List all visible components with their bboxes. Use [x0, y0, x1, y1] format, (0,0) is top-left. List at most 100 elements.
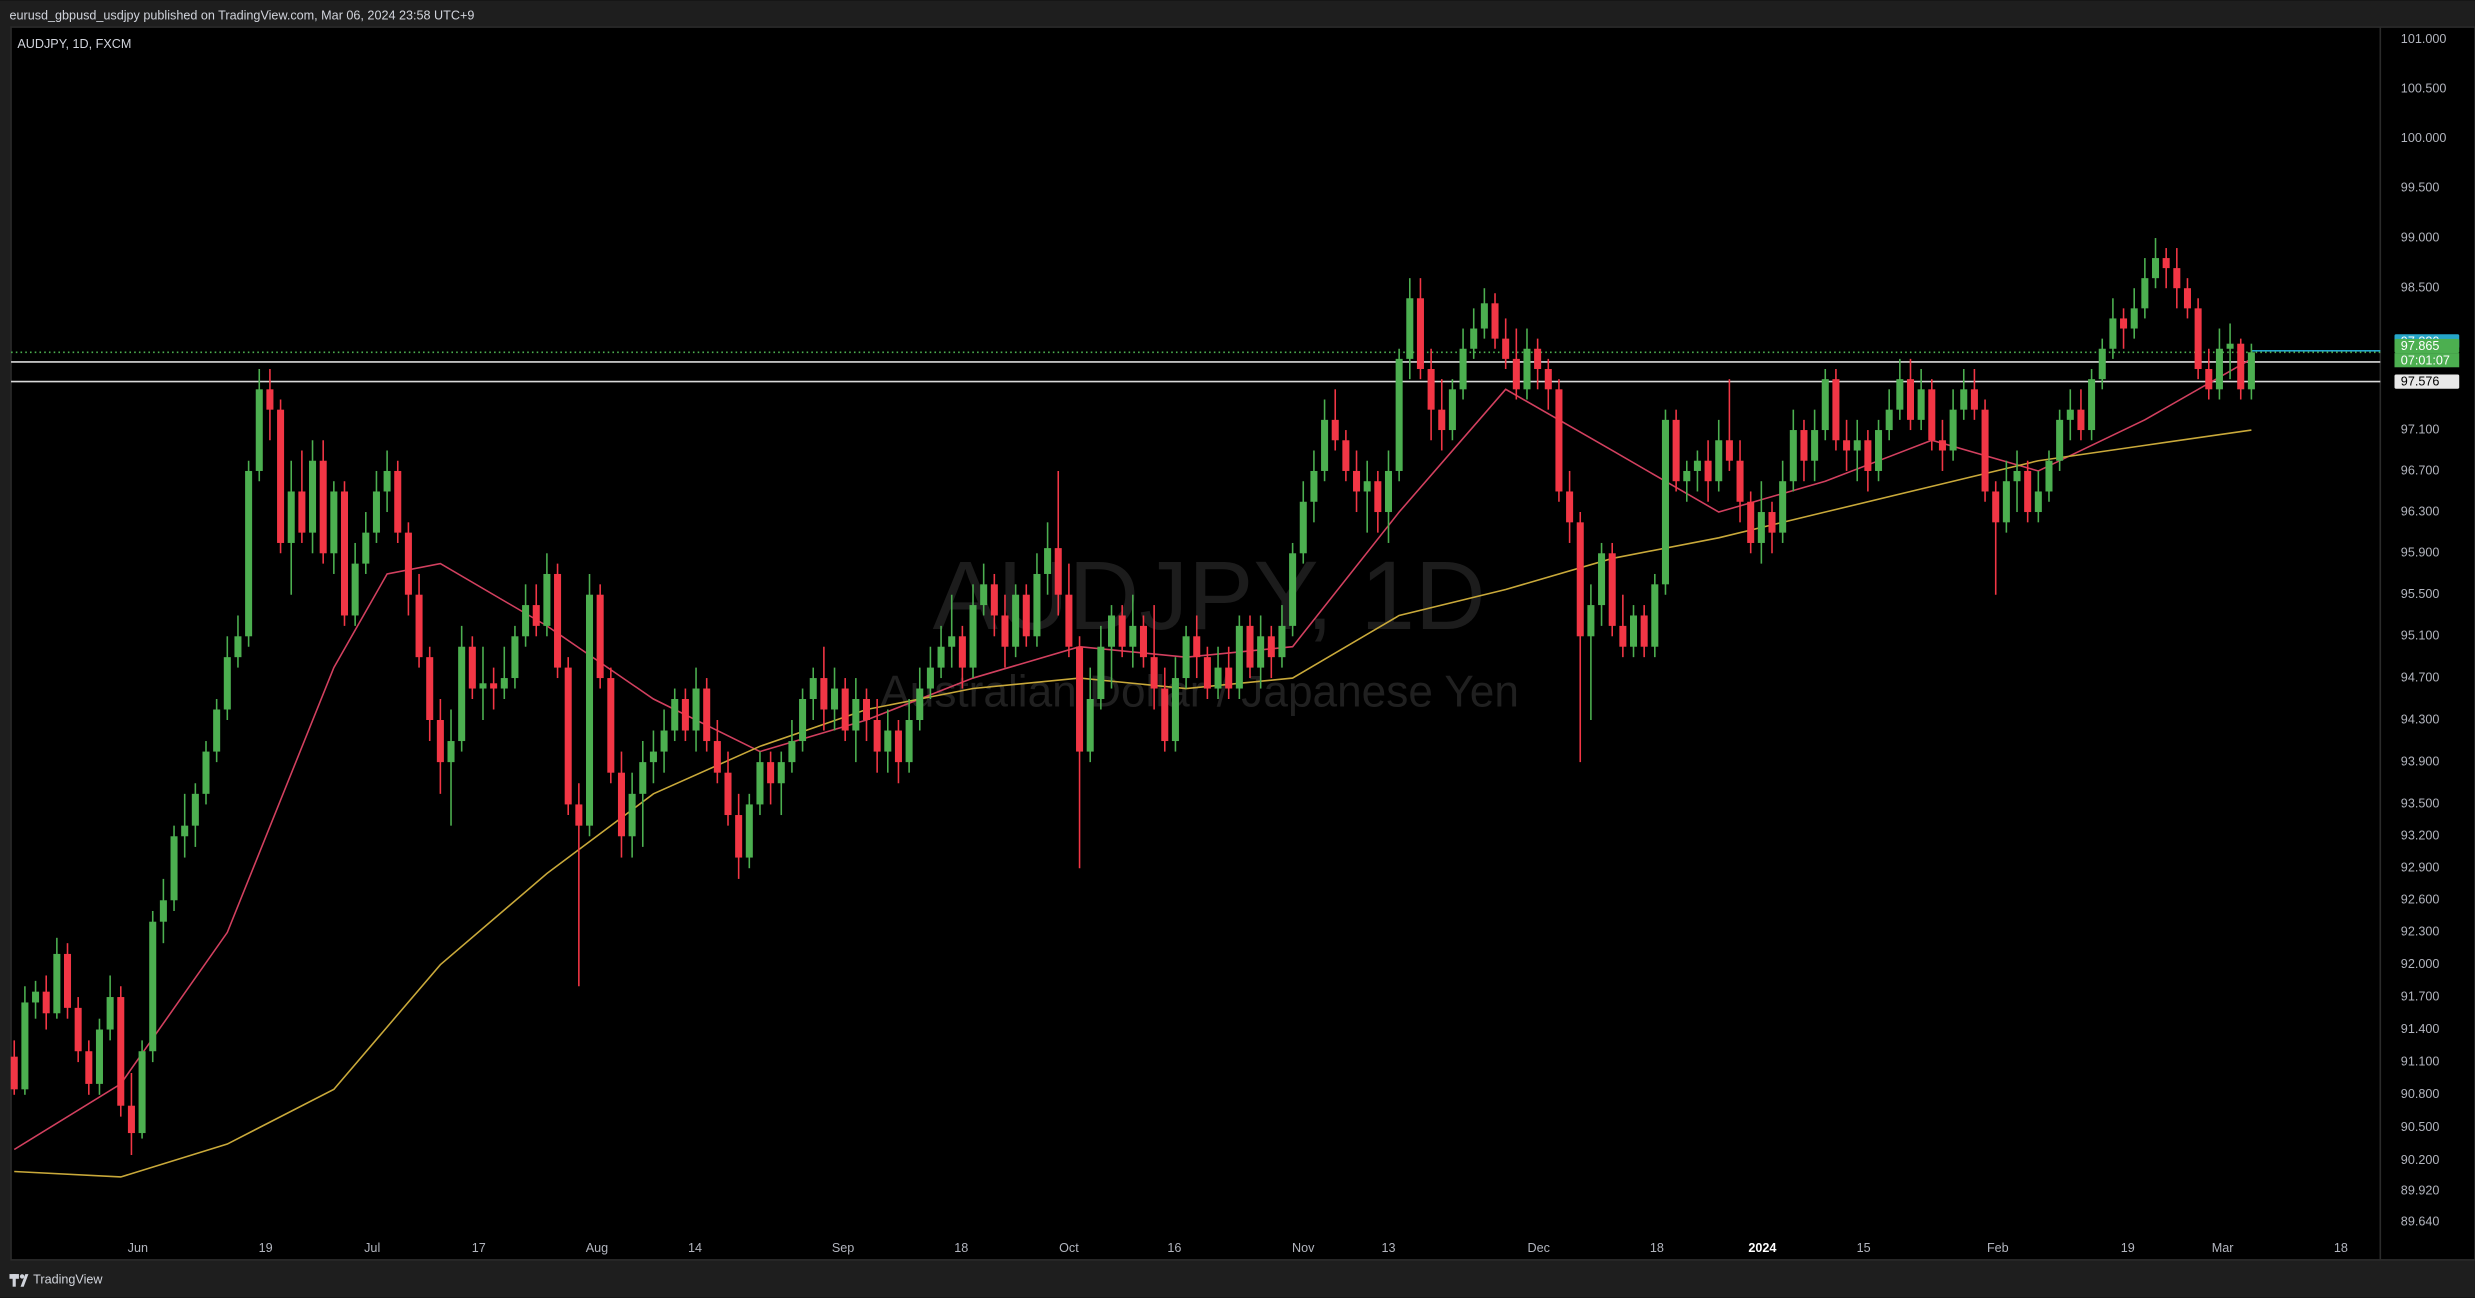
candle-body	[255, 389, 263, 471]
x-tick-label: Jul	[364, 1241, 380, 1255]
candle-body	[1012, 594, 1020, 647]
candle-body	[735, 815, 743, 858]
candle-body	[1896, 379, 1904, 410]
candle-body	[2141, 278, 2149, 309]
candle-body	[575, 804, 583, 826]
y-tick-label: 95.900	[2401, 546, 2440, 560]
candle-body	[2034, 491, 2042, 513]
y-tick-label: 90.200	[2401, 1153, 2440, 1167]
candle-body	[1960, 389, 1968, 410]
candle-body	[724, 772, 732, 816]
candle-body	[191, 793, 199, 826]
x-tick-label: 15	[1857, 1241, 1871, 1255]
x-tick-label: 13	[1381, 1241, 1395, 1255]
candle-body	[1715, 440, 1723, 482]
candle-body	[1054, 548, 1062, 595]
candle-body	[788, 741, 796, 763]
x-tick-label: 19	[2121, 1241, 2135, 1255]
candle-body	[809, 678, 817, 700]
candle-body	[1246, 625, 1254, 668]
y-tick-label: 93.900	[2401, 754, 2440, 768]
y-tick-label: 100.500	[2401, 81, 2447, 95]
y-tick-label: 92.600	[2401, 893, 2440, 907]
candle-body	[1171, 678, 1179, 742]
brand-logo	[9, 1274, 29, 1287]
candle-body	[309, 460, 317, 533]
candle-body	[1363, 481, 1371, 492]
x-tick-label: Sep	[832, 1241, 854, 1255]
candle-body	[1118, 615, 1126, 647]
y-tick-label: 89.640	[2401, 1215, 2440, 1229]
y-tick-label: 93.200	[2401, 829, 2440, 843]
candle-body	[1150, 657, 1158, 689]
candle-body	[223, 657, 231, 710]
countdown-label: 07:01:07	[2401, 353, 2450, 367]
candle-body	[585, 594, 594, 826]
candle-body	[2120, 318, 2128, 329]
candle-body	[1001, 615, 1009, 647]
y-tick-label: 95.500	[2401, 587, 2440, 601]
candle-body	[1427, 369, 1435, 410]
candle-body	[831, 688, 839, 710]
candle-body	[1182, 636, 1190, 679]
candle-body	[2088, 379, 2096, 431]
candle-body	[1672, 419, 1680, 482]
candle-body	[277, 409, 285, 543]
candle-body	[1992, 491, 2000, 523]
candle-body	[1502, 338, 1510, 359]
candle-body	[319, 460, 327, 554]
candle-body	[2247, 352, 2255, 390]
candle-body	[2151, 258, 2160, 279]
candle-body	[117, 997, 125, 1106]
candle-body	[1161, 688, 1169, 742]
candle-body	[1843, 440, 1851, 451]
candle-body	[543, 573, 551, 626]
y-tick-label: 91.100	[2401, 1054, 2440, 1068]
candle-body	[1938, 440, 1946, 451]
y-tick-label: 91.700	[2401, 989, 2440, 1003]
candle-body	[1917, 389, 1925, 420]
candle-body	[1374, 481, 1382, 513]
candle-body	[564, 667, 572, 805]
candle-body	[926, 667, 934, 689]
y-tick-label: 91.400	[2401, 1022, 2440, 1036]
candle-body	[1523, 348, 1531, 390]
candle-body	[617, 772, 625, 837]
candle-body	[1289, 553, 1297, 626]
candle-body	[383, 470, 391, 492]
y-tick-label: 93.500	[2401, 797, 2440, 811]
candle-body	[1629, 615, 1638, 647]
candle-body	[522, 605, 530, 637]
candle-body	[2173, 268, 2181, 289]
candle-body	[1779, 481, 1787, 533]
candle-body	[1811, 430, 1819, 461]
candle-body	[138, 1051, 146, 1134]
candle-body	[1587, 605, 1595, 637]
candle-body	[1139, 625, 1147, 658]
candle-body	[948, 636, 956, 647]
candle-body	[2226, 343, 2234, 349]
candle-body	[1853, 440, 1861, 451]
candle-body	[1193, 636, 1201, 658]
candle-body	[85, 1051, 93, 1084]
candle-body	[1310, 470, 1318, 502]
candle-body	[532, 605, 540, 626]
candle-body	[713, 741, 721, 773]
x-tick-label: Oct	[1059, 1241, 1079, 1255]
header: eurusd_gbpusd_usdjpy published on Tradin…	[9, 8, 474, 22]
candle-body	[1800, 430, 1808, 461]
x-tick-label: Dec	[1527, 1241, 1549, 1255]
candle-body	[1321, 419, 1329, 471]
candle-body	[2024, 470, 2032, 513]
candle-body	[1747, 501, 1755, 543]
candle-body	[1544, 369, 1552, 390]
candle-body	[1438, 409, 1446, 431]
watermark-subtitle: Australian Dollar / Japanese Yen	[880, 667, 1519, 716]
candle-body	[340, 491, 349, 616]
candle-body	[969, 605, 977, 668]
candle-body	[234, 636, 242, 658]
candle-body	[436, 720, 444, 763]
candle-body	[2162, 258, 2170, 269]
candle-body	[1257, 636, 1265, 668]
candle-body	[958, 636, 966, 668]
